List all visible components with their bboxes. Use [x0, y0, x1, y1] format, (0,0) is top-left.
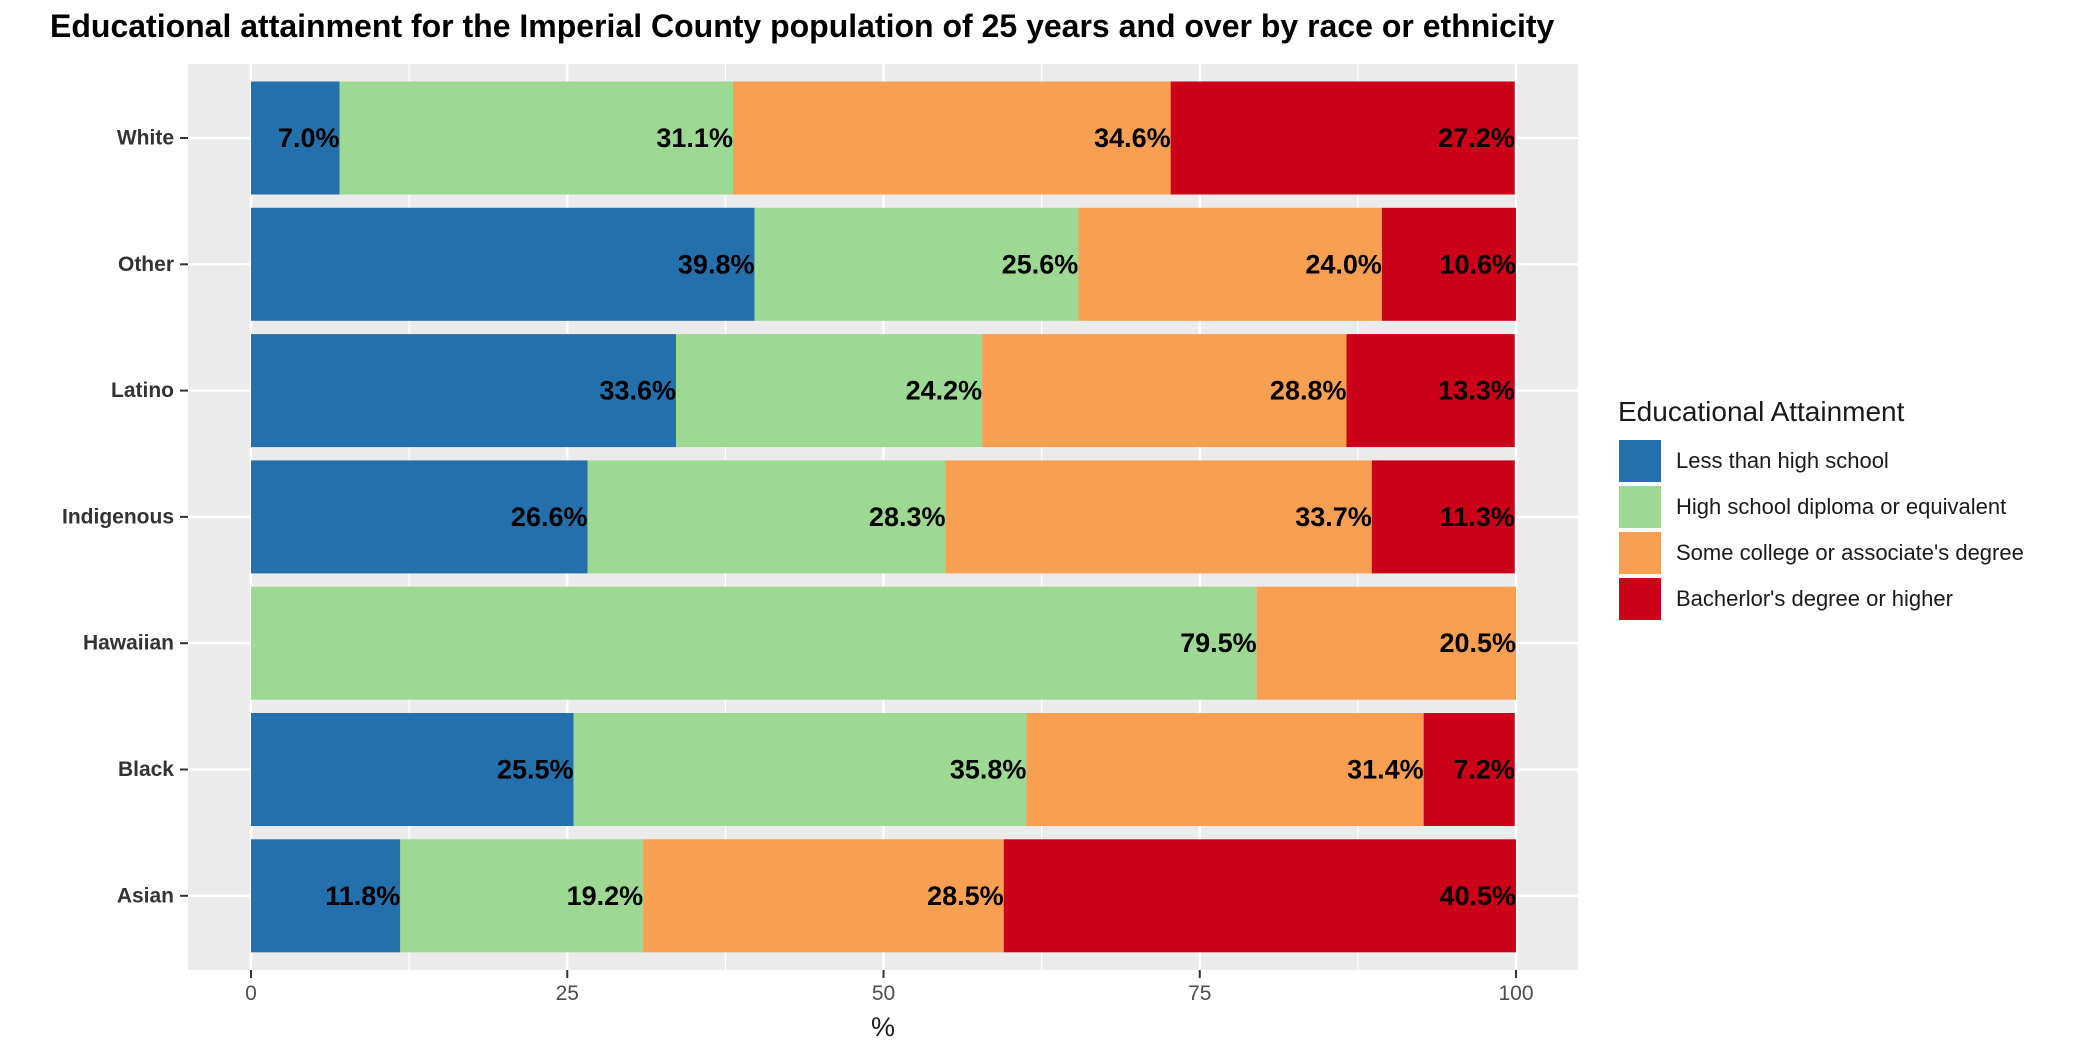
bar-segment: [643, 839, 1004, 953]
data-label: 24.0%: [1305, 249, 1382, 279]
data-label: 31.4%: [1347, 755, 1424, 785]
bar-segment: [676, 334, 983, 448]
data-label: 33.7%: [1295, 502, 1372, 532]
data-label: 35.8%: [950, 755, 1027, 785]
legend-key-high-school-diploma: [1618, 485, 1662, 529]
legend-key-less-than-high-school: [1618, 439, 1662, 483]
y-tick-label: Asian: [117, 884, 174, 907]
data-label: 11.3%: [1440, 502, 1515, 532]
data-label: 7.0%: [278, 123, 340, 153]
x-tick-label: 0: [245, 982, 257, 1005]
bar-segment: [982, 334, 1347, 448]
data-label: 27.2%: [1438, 123, 1515, 153]
bar-segment: [251, 586, 1257, 700]
data-label: 10.6%: [1439, 249, 1516, 279]
bar-segment: [251, 207, 755, 321]
chart-title: Educational attainment for the Imperial …: [50, 8, 1555, 44]
data-label: 25.5%: [497, 755, 574, 785]
data-label: 28.3%: [869, 502, 946, 532]
legend: Educational Attainment Less than high sc…: [1618, 396, 2024, 622]
bar-segment: [1003, 839, 1516, 953]
y-tick-label: Indigenous: [62, 505, 174, 528]
legend-item-some-college: Some college or associate's degree: [1618, 530, 2024, 576]
data-label: 34.6%: [1094, 123, 1171, 153]
legend-item-bachelors-or-higher: Bacherlor's degree or higher: [1618, 576, 2024, 622]
legend-key-bachelors-or-higher: [1618, 577, 1662, 621]
bar-segment: [573, 713, 1027, 826]
bar-segment: [587, 460, 946, 574]
data-label: 13.3%: [1438, 376, 1515, 406]
data-label: 28.5%: [927, 881, 1004, 911]
data-label: 33.6%: [599, 376, 676, 406]
legend-item-less-than-high-school: Less than high school: [1618, 438, 2024, 484]
bar-segment: [251, 713, 574, 826]
legend-title: Educational Attainment: [1618, 396, 1905, 427]
y-tick-label: Black: [118, 758, 174, 781]
legend-label: Less than high school: [1676, 448, 1889, 473]
data-label: 19.2%: [567, 881, 644, 911]
data-label: 39.8%: [678, 249, 755, 279]
bar-segment: [1256, 586, 1516, 700]
y-tick-label: Latino: [111, 379, 174, 402]
bar-segment: [754, 207, 1079, 321]
bar-segment: [945, 460, 1372, 574]
bar-segment: [1346, 334, 1515, 448]
data-label: 20.5%: [1439, 628, 1516, 658]
bar-segment: [251, 839, 401, 953]
data-label: 28.8%: [1270, 376, 1347, 406]
x-tick-label: 100: [1498, 982, 1533, 1005]
legend-label: High school diploma or equivalent: [1676, 494, 2007, 519]
data-label: 79.5%: [1180, 628, 1257, 658]
bar-segment: [1381, 207, 1516, 321]
data-label: 11.8%: [325, 881, 400, 911]
data-label: 31.1%: [656, 123, 733, 153]
legend-item-high-school-diploma: High school diploma or equivalent: [1618, 484, 2024, 530]
x-tick-label: 50: [872, 982, 895, 1005]
bar-segment: [251, 81, 340, 195]
x-tick-label: 75: [1188, 982, 1211, 1005]
bar-segment: [1371, 460, 1515, 574]
bar-segment: [1026, 713, 1424, 826]
bar-segment: [1170, 81, 1515, 195]
data-label: 25.6%: [1002, 249, 1079, 279]
y-tick-label: Other: [118, 253, 174, 276]
data-label: 24.2%: [906, 376, 983, 406]
bar-segment: [251, 334, 677, 448]
legend-label: Bacherlor's degree or higher: [1676, 586, 1953, 611]
bar-segment: [1423, 713, 1515, 826]
data-label: 26.6%: [511, 502, 588, 532]
y-tick-label: Hawaiian: [83, 632, 174, 655]
bar-segment: [1078, 207, 1382, 321]
bar-segment: [251, 460, 588, 574]
y-tick-label: White: [117, 127, 174, 150]
legend-key-some-college: [1618, 531, 1662, 575]
bar-segment: [732, 81, 1171, 195]
data-label: 40.5%: [1439, 881, 1516, 911]
bar-segment: [339, 81, 733, 195]
legend-label: Some college or associate's degree: [1676, 540, 2024, 565]
bar-segment: [400, 839, 644, 953]
x-tick-label: 25: [556, 982, 579, 1005]
data-label: 7.2%: [1453, 755, 1515, 785]
x-axis-title: %: [871, 1012, 895, 1042]
